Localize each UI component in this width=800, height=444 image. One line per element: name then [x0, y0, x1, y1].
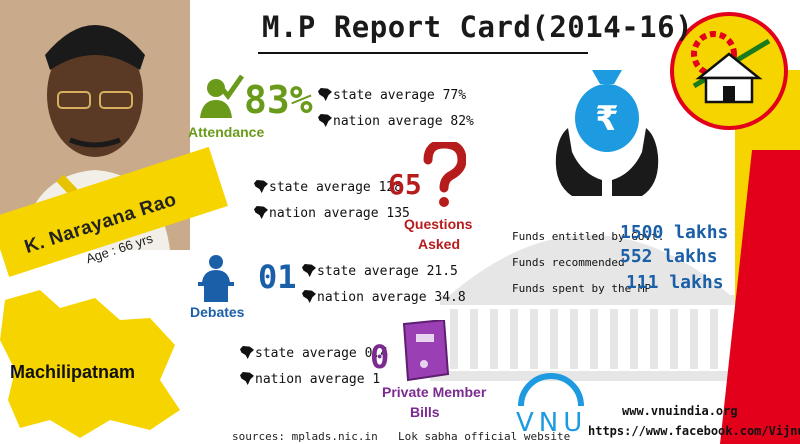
- svg-text:₹: ₹: [595, 99, 619, 139]
- bills-value: 0: [370, 338, 390, 376]
- attendance-person-check-icon: [200, 74, 244, 118]
- bills-label-line1: Private Member: [382, 384, 487, 400]
- debates-value: 01: [258, 258, 297, 296]
- india-map-icon: [302, 290, 316, 303]
- facebook-link[interactable]: https://www.facebook.com/Vijnu: [588, 424, 800, 438]
- binder-file-icon: [402, 320, 450, 382]
- funds-recommended-label: Funds recommended: [512, 256, 625, 269]
- india-map-icon: [302, 264, 316, 277]
- india-map-icon: [254, 206, 268, 219]
- questions-nation-average: nation average 135: [254, 206, 410, 221]
- funds-recommended-value: 552 lakhs: [620, 246, 718, 267]
- questions-value: 65: [388, 168, 422, 201]
- bills-label-line2: Bills: [410, 404, 440, 420]
- funds-entitled-value: 1500 lakhs: [620, 222, 729, 243]
- house-wheel-plough-icon: [691, 31, 771, 104]
- debates-label: Debates: [190, 304, 245, 320]
- questions-label-line2: Asked: [418, 236, 461, 252]
- title-underline: [258, 52, 588, 54]
- website-link[interactable]: www.vnuindia.org: [622, 404, 738, 418]
- vnu-brand-text: VNU: [516, 408, 588, 438]
- india-map-icon: [240, 346, 254, 359]
- constituency-map: [0, 290, 180, 438]
- page-title: M.P Report Card(2014-16): [262, 10, 694, 44]
- questions-label-line1: Questions: [404, 216, 473, 232]
- loksabha-source-text: Lok sabha official website: [398, 430, 571, 443]
- india-map-icon: [240, 372, 254, 385]
- party-logo: [670, 12, 788, 130]
- funds-spent-value: 111 lakhs: [626, 272, 724, 293]
- sources-text: sources: mplads.nic.in: [232, 430, 378, 443]
- attendance-state-average: state average 77%: [318, 88, 466, 103]
- attendance-nation-average: nation average 82%: [318, 114, 474, 129]
- questions-state-average: state average 128: [254, 180, 402, 195]
- debate-podium-icon: [198, 255, 234, 302]
- constituency-name: Machilipatnam: [10, 362, 136, 382]
- debates-state-average: state average 21.5: [302, 264, 458, 279]
- funds-entitled-label: Funds entitled by Govt.: [512, 230, 665, 243]
- india-map-icon: [254, 180, 268, 193]
- bills-nation-average: nation average 1: [240, 372, 380, 387]
- attendance-value: 83%: [244, 78, 313, 122]
- bills-state-average: state average 0.4: [240, 346, 388, 361]
- money-bag-hands-icon: ₹: [555, 70, 659, 196]
- attendance-label: Attendance: [188, 124, 265, 140]
- parliament-building-illustration: [430, 235, 750, 381]
- india-map-icon: [318, 88, 332, 101]
- question-mark-icon: [423, 142, 466, 207]
- debates-nation-average: nation average 34.8: [302, 290, 466, 305]
- vnu-logo-icon: [518, 373, 584, 407]
- funds-spent-label: Funds spent by the MP: [512, 282, 652, 295]
- india-map-icon: [318, 114, 332, 127]
